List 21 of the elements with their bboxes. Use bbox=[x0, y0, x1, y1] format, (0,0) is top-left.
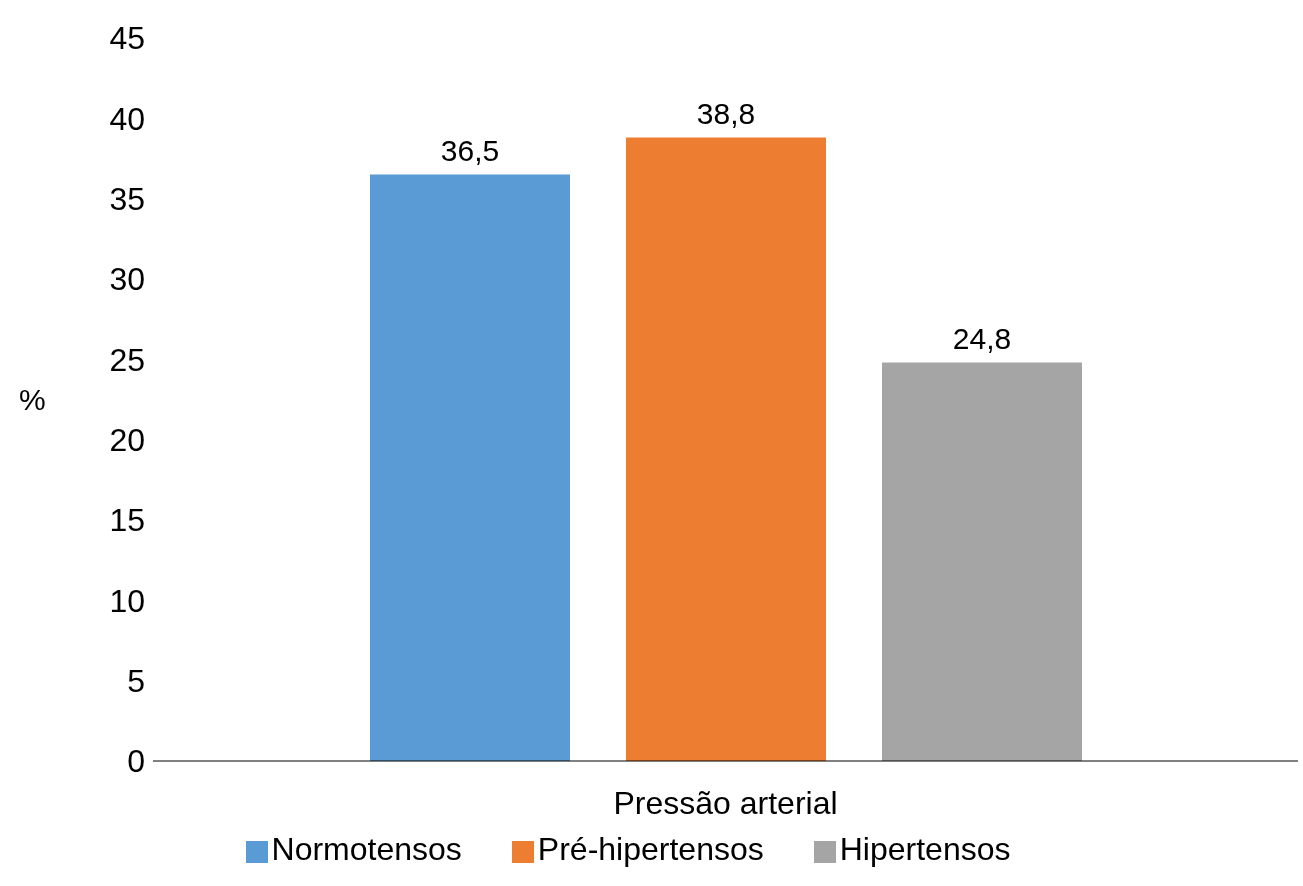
y-tick-label: 10 bbox=[109, 582, 145, 619]
data-label: 38,8 bbox=[696, 96, 756, 130]
bar bbox=[626, 137, 826, 761]
data-label: 36,5 bbox=[440, 133, 500, 167]
bar bbox=[882, 362, 1082, 761]
x-tick-label: Pressão arterial bbox=[613, 784, 838, 821]
y-tick-label: 45 bbox=[109, 20, 145, 57]
data-label: 24,8 bbox=[952, 321, 1012, 355]
y-tick-label: 5 bbox=[127, 663, 145, 700]
bar bbox=[370, 174, 570, 761]
y-tick-label: 30 bbox=[109, 261, 145, 298]
y-axis-title: % bbox=[19, 383, 46, 417]
legend-label: Normotensos bbox=[271, 831, 462, 867]
y-tick-label: 25 bbox=[109, 341, 145, 378]
y-tick-label: 15 bbox=[109, 502, 145, 539]
y-tick-label: 35 bbox=[109, 181, 145, 218]
y-tick-label: 0 bbox=[127, 743, 145, 780]
legend-label: Pré-hipertensos bbox=[537, 831, 764, 867]
legend-label: Hipertensos bbox=[839, 831, 1011, 867]
y-tick-label: 20 bbox=[109, 422, 145, 459]
y-tick-label: 40 bbox=[109, 100, 145, 137]
